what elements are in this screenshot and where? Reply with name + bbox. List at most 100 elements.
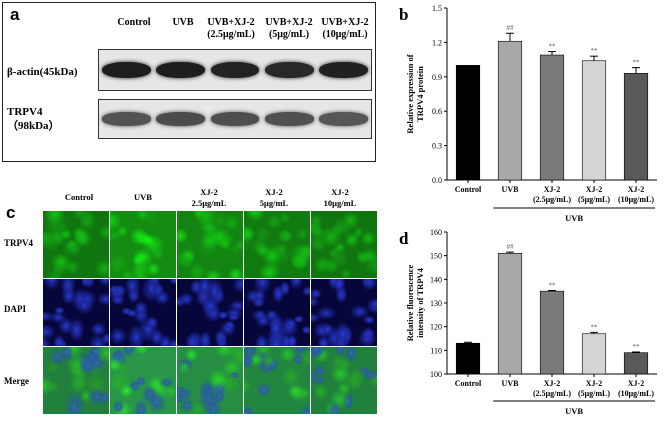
bar [455,65,481,181]
blot-band [156,112,206,126]
dapi-image [244,278,311,346]
merge-image [42,346,109,414]
y-tick-label: 110 [430,346,442,355]
if-col-label-xj2-5: XJ-2 5μg/mL [259,187,289,208]
significance-mark: ## [507,243,515,251]
x-tick-label: XJ-2 (10μg/mL) [618,379,654,398]
x-tick-label-line: (5μg/mL) [578,389,610,398]
y-axis-label-line: intensity of TRPV4 [415,267,425,337]
blot-band [319,61,369,79]
y-tick-label: 120 [430,323,442,332]
significance-mark: ** [549,281,557,289]
y-tick-label: 0.0 [432,176,442,185]
x-tick-label-line: UVB [502,379,520,388]
bar [539,290,565,375]
x-tick-label-line: (10μg/mL) [618,389,654,398]
trpv4-image [42,210,109,278]
merge-image [109,346,176,414]
bar [581,60,607,181]
trpv4-image [311,210,378,278]
panel-d-letter: d [399,229,409,248]
x-tick-label-line: (5μg/mL) [578,195,610,204]
blot-band [210,61,260,79]
blot-band [319,112,369,126]
bar-chart-b: b 0.0 0.3 0.6 0.9 1.2 1.5 Relative expression … [399,4,657,223]
y-axis-label: Relative fluorescenceintensity of TRPV4 [405,265,425,342]
x-tick-label-line: (2.5μg/mL) [533,389,571,398]
dapi-image [109,278,176,346]
x-tick-label-line: Control [455,185,482,194]
group-label: UVB [565,406,583,416]
y-axis-label-line: TRPV4 protein [415,66,425,122]
x-tick-label: XJ-2 (5μg/mL) [578,379,610,398]
immunofluorescence-grid [42,210,378,414]
dapi-image [311,278,378,346]
y-axis-label: Relative expression ofTRPV4 protein [405,54,425,133]
x-tick-label-line: XJ-2 [586,379,602,388]
if-col-label-control: Control [64,192,94,202]
if-col-label-xj2-2-5: XJ-2 2.5μg/mL [191,187,227,208]
y-tick-label: 0.3 [432,142,442,151]
y-tick-label: 1.2 [432,38,442,47]
blot-band [210,112,260,126]
x-tick-label: XJ-2 (2.5μg/mL) [533,379,571,398]
dapi-image [42,278,109,346]
x-tick-label-line: XJ-2 [628,185,644,194]
x-tick-label-line: XJ-2 [544,185,560,194]
merge-image [176,346,244,414]
y-tick-label: 140 [430,275,442,284]
blot-band [156,61,206,79]
x-tick-label-line: XJ-2 [586,185,602,194]
blot-band [264,112,314,126]
blot-row-label-trpv4: TRPV4 （98kDa） [7,106,60,132]
bar [497,40,523,181]
panel-b-letter: b [399,5,408,24]
group-label: UVB [565,213,583,223]
significance-mark: ** [633,343,641,351]
trpv4-image [109,210,176,278]
lane-label-control: Control [117,17,151,28]
panel-a-letter: a [10,5,20,24]
merge-image [311,346,378,414]
lane-label-xj2-10: UVB+XJ-2 (10μg/mL) [321,17,369,40]
if-row-label-trpv4: TRPV4 [4,238,33,248]
x-tick-label: UVB [502,185,520,194]
blot-band [264,61,314,79]
lane-label-xj2-2-5: UVB+XJ-2 (2.5μg/mL) [207,17,255,40]
trpv4-image [176,210,244,278]
x-tick-label-line: (2.5μg/mL) [533,195,571,204]
x-tick-label-line: Control [455,379,482,388]
x-tick-label: XJ-2 (5μg/mL) [578,185,610,204]
y-tick-label: 160 [430,228,442,237]
if-row-label-dapi: DAPI [4,304,26,314]
lane-label-uvb: UVB [172,17,194,28]
y-tick-label: 1.5 [432,4,442,13]
y-tick-label: 0.9 [432,73,442,82]
y-tick-label: 100 [430,370,442,379]
if-row-label-merge: Merge [4,376,29,386]
blot-band [101,112,151,126]
panel-c-letter: c [6,203,16,222]
actin-blot [98,49,372,91]
x-tick-label: Control [455,379,482,388]
y-tick-label: 0.6 [432,107,442,116]
western-blot-panel: a Control UVB UVB+XJ-2 (2.5μg/mL) UVB+XJ… [2,2,376,162]
y-axis-label-line: Relative expression of [405,54,415,133]
if-col-label-xj2-10: XJ-2 10μg/mL [323,187,357,208]
y-tick-label: 150 [430,252,442,261]
lane-label-xj2-5: UVB+XJ-2 (5μg/mL) [265,17,313,40]
trpv4-blot [98,99,372,139]
x-tick-label: XJ-2 (10μg/mL) [618,185,654,204]
trpv4-image [244,210,311,278]
x-tick-label-line: XJ-2 [628,379,644,388]
bar [539,54,565,181]
x-tick-label-line: UVB [502,185,520,194]
bar [623,352,649,375]
if-col-label-uvb: UVB [134,192,152,202]
blot-band [101,61,151,79]
significance-mark: ** [591,47,599,55]
significance-mark: ** [549,43,557,51]
bar [623,73,649,181]
y-axis-label-line: Relative fluorescence [405,265,415,342]
bar [455,342,481,375]
